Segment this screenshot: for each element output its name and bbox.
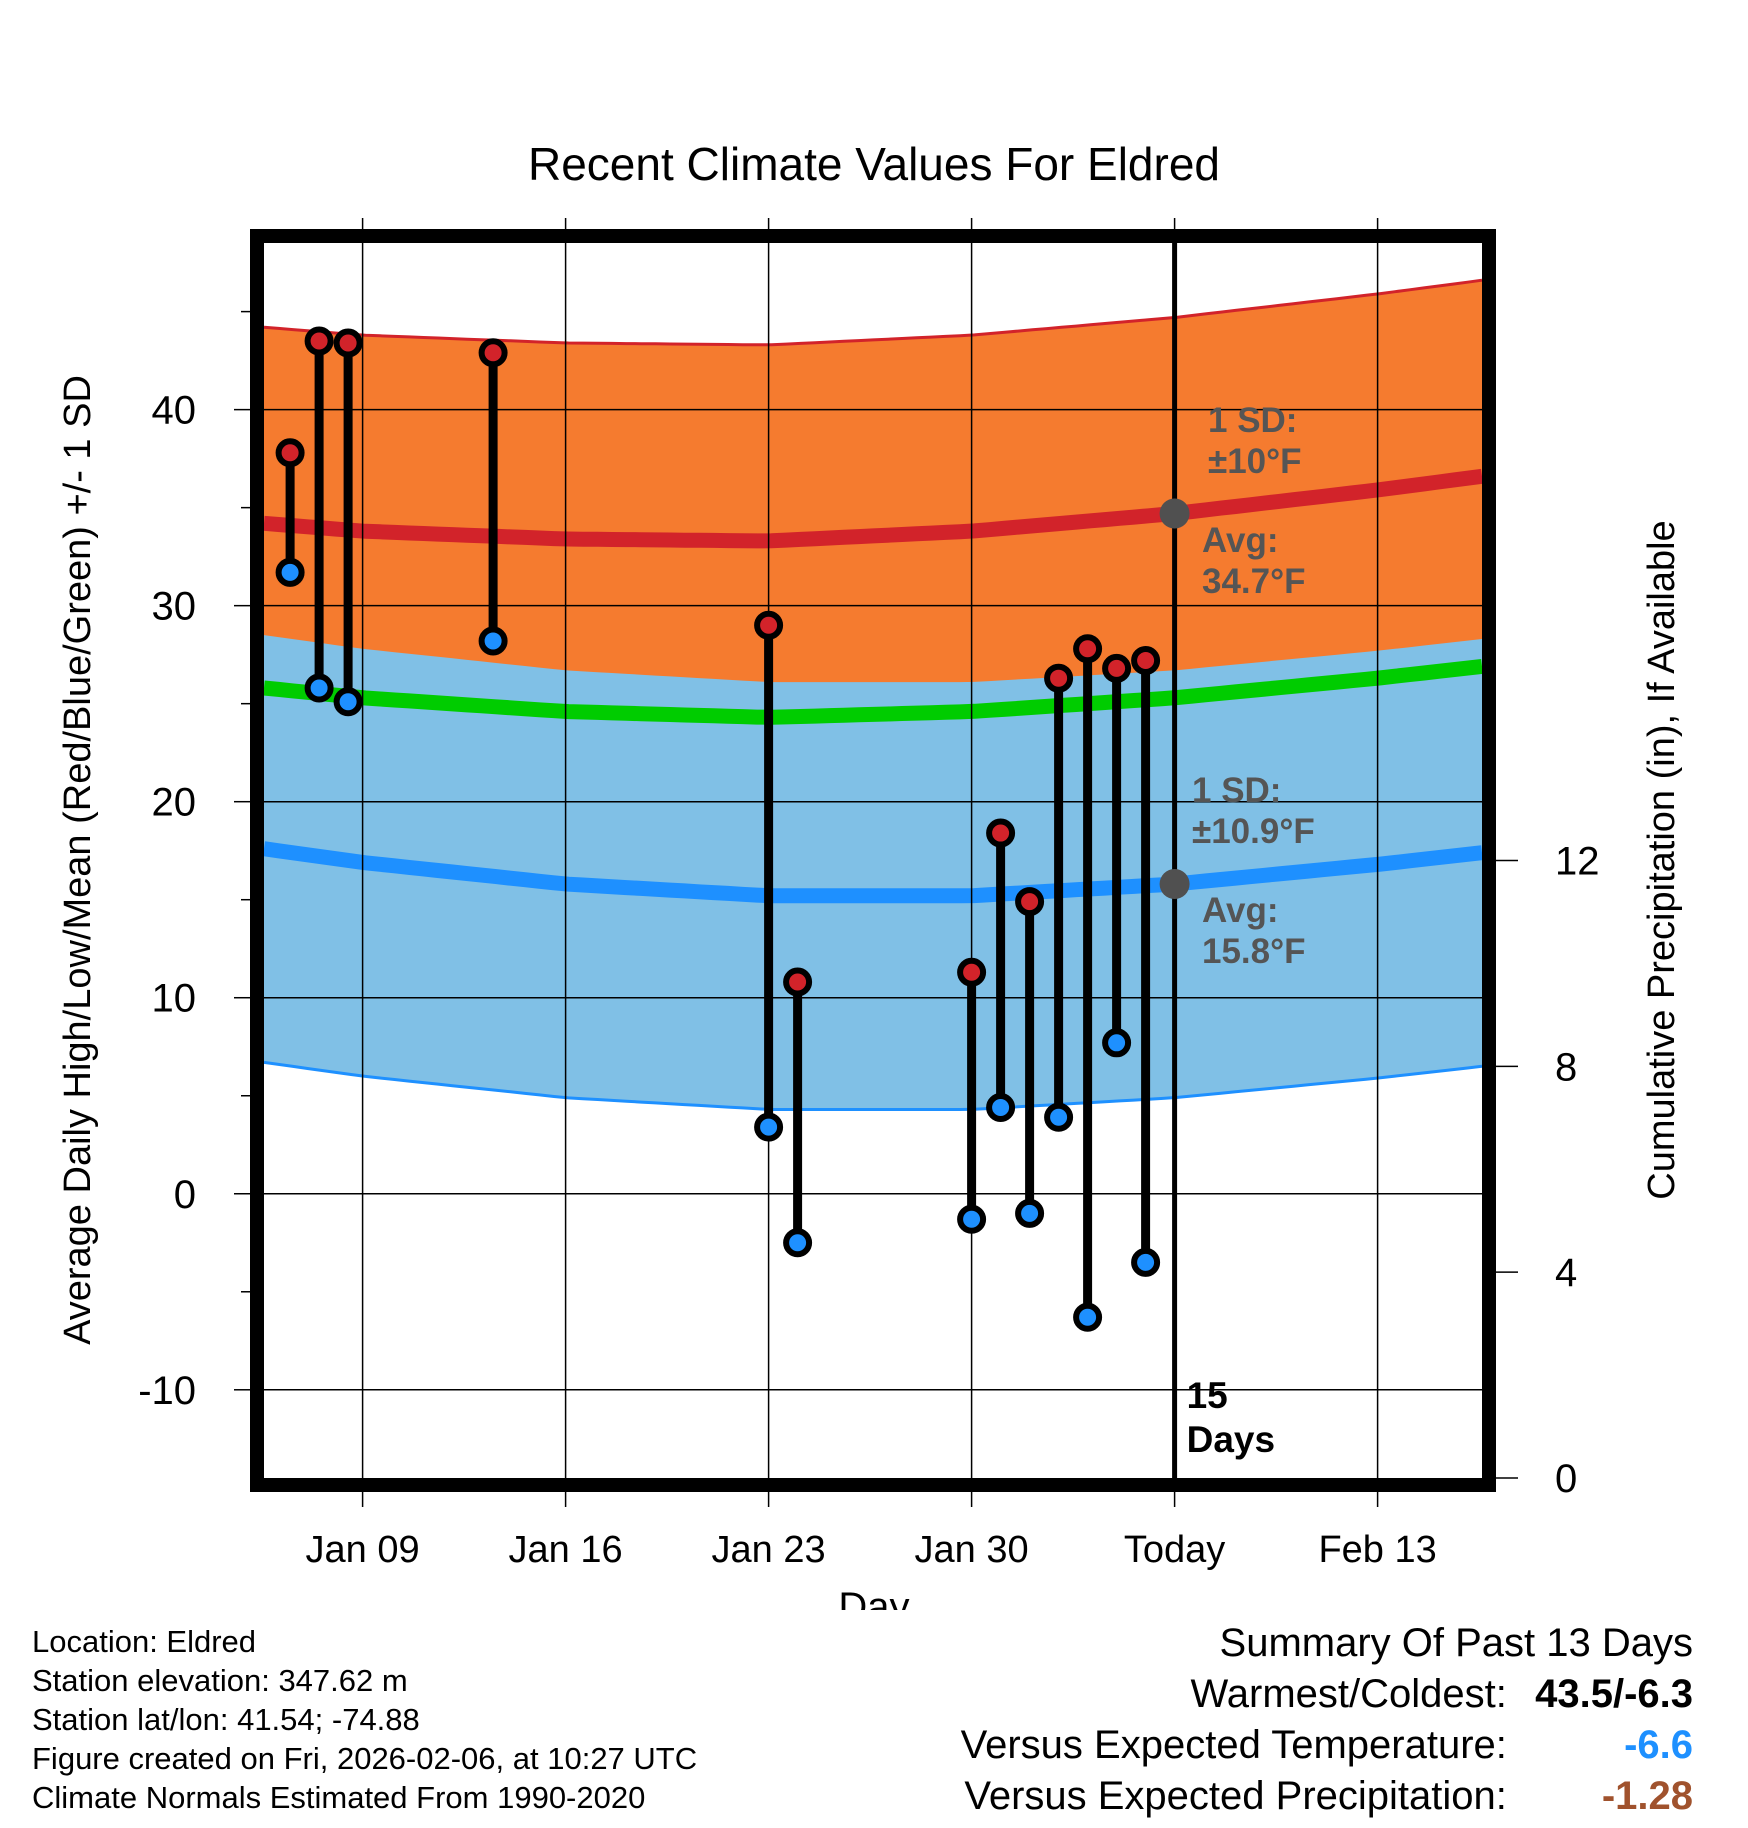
y-tick-label: 20 — [152, 781, 197, 825]
observed-low-point — [1015, 1198, 1045, 1228]
created-text: Figure created on Fri, 2026-02-06, at 10… — [32, 1741, 698, 1776]
precip-label: Versus Expected Precipitation: — [964, 1774, 1507, 1818]
summary-precip-row: Versus Expected Precipitation: -1.28 — [961, 1771, 1693, 1822]
days-window-label: 15 — [1187, 1375, 1228, 1416]
climate-chart: Recent Climate Values For Eldred 1 SD:±1… — [57, 138, 1683, 1610]
x-tick-label: Jan 09 — [306, 1529, 420, 1571]
x-tick-label: Jan 23 — [712, 1529, 826, 1571]
x-tick-label: Today — [1124, 1529, 1225, 1571]
precip-value: -1.28 — [1601, 1774, 1693, 1818]
x-tick-label: Jan 30 — [915, 1529, 1029, 1571]
high-sd-band — [264, 280, 1482, 737]
today-high-avg-marker — [1159, 498, 1190, 529]
temp-value: -6.6 — [1624, 1723, 1693, 1767]
low-avg-annotation: 15.8°F — [1202, 932, 1306, 971]
y-tick-label: 10 — [152, 977, 197, 1021]
low-sd-lower-edge — [263, 1060, 1483, 1111]
x-tick-label: Feb 13 — [1318, 1529, 1436, 1571]
observed-high-point — [1015, 887, 1045, 917]
low-avg-annotation: Avg: — [1202, 891, 1278, 930]
observed-high-point — [1073, 634, 1103, 664]
low-average-line — [262, 841, 1483, 904]
observed-low-point — [1044, 1102, 1074, 1132]
temp-label: Versus Expected Temperature: — [960, 1723, 1507, 1767]
observed-high-point — [957, 957, 987, 987]
y-axis-label: Average Daily High/Low/Mean (Red/Blue/Gr… — [57, 375, 99, 1345]
days-window-label: Days — [1187, 1419, 1275, 1460]
observed-high-point — [478, 338, 508, 368]
observed-low-point — [1102, 1028, 1132, 1058]
observed-low-point — [783, 1228, 813, 1258]
high-sd-upper-edge — [263, 278, 1483, 347]
y2-tick-label: 12 — [1555, 840, 1600, 884]
summary-title: Summary Of Past 13 Days — [1219, 1621, 1693, 1665]
observed-high-point — [304, 326, 334, 356]
y-tick-label: 30 — [152, 585, 197, 629]
low-sd-annotation: ±10.9°F — [1192, 812, 1315, 851]
observed-high-point — [1102, 653, 1132, 683]
x-tick-label: Jan 16 — [509, 1529, 623, 1571]
observed-high-point — [1044, 663, 1074, 693]
low-sd-band — [264, 635, 1482, 1110]
summary-warmest-row: Warmest/Coldest: 43.5/-6.3 — [961, 1669, 1694, 1720]
mean-average-line — [263, 658, 1483, 725]
today-low-avg-marker — [1159, 869, 1190, 900]
low-sd-annotation: 1 SD: — [1192, 771, 1281, 810]
y2-tick-label: 0 — [1555, 1457, 1577, 1501]
observed-low-point — [1131, 1247, 1161, 1277]
y2-tick-label: 4 — [1555, 1251, 1577, 1295]
high-avg-annotation: 34.7°F — [1202, 562, 1306, 601]
warmest-label: Warmest/Coldest: — [1190, 1672, 1507, 1716]
y2-tick-label: 8 — [1555, 1045, 1577, 1089]
observed-low-point — [478, 626, 508, 656]
observed-low-point — [986, 1093, 1016, 1122]
summary-panel: Summary Of Past 13 Days Warmest/Coldest:… — [961, 1618, 1693, 1822]
warmest-value: 43.5/-6.3 — [1535, 1672, 1693, 1716]
y-tick-label: 0 — [174, 1173, 196, 1217]
observed-low-point — [957, 1204, 987, 1234]
observed-low-point — [754, 1112, 784, 1142]
normals-source-text: Climate Normals Estimated From 1990-2020 — [32, 1780, 646, 1815]
summary-temp-row: Versus Expected Temperature: -6.6 — [961, 1720, 1693, 1771]
observed-high-point — [1131, 646, 1161, 676]
high-average-line — [263, 468, 1483, 549]
high-sd-annotation: ±10°F — [1208, 442, 1302, 481]
y-tick-label: 40 — [152, 389, 197, 433]
x-axis-label: Day — [838, 1585, 909, 1610]
high-sd-annotation: 1 SD: — [1208, 401, 1297, 440]
observed-high-point — [333, 328, 363, 358]
y2-axis-label: Cumulative Precipitation (in), If Availa… — [1641, 520, 1683, 1199]
station-info: Location: Eldred Station elevation: 347.… — [32, 1622, 697, 1817]
observed-high-point — [783, 967, 813, 997]
y-tick-label: -10 — [138, 1369, 196, 1413]
plot-frame — [250, 229, 1496, 1492]
chart-title: Recent Climate Values For Eldred — [528, 138, 1220, 190]
elevation-text: Station elevation: 347.62 m — [32, 1663, 408, 1698]
observed-low-point — [304, 673, 334, 703]
location-text: Location: Eldred — [32, 1624, 257, 1659]
observed-low-point — [333, 687, 363, 717]
observed-high-point — [754, 610, 784, 640]
observed-high-point — [275, 438, 305, 468]
latlon-text: Station lat/lon: 41.54; -74.88 — [32, 1702, 420, 1737]
high-avg-annotation: Avg: — [1202, 521, 1278, 560]
observed-high-point — [986, 818, 1016, 848]
observed-low-point — [275, 557, 305, 587]
observed-low-point — [1073, 1302, 1103, 1332]
